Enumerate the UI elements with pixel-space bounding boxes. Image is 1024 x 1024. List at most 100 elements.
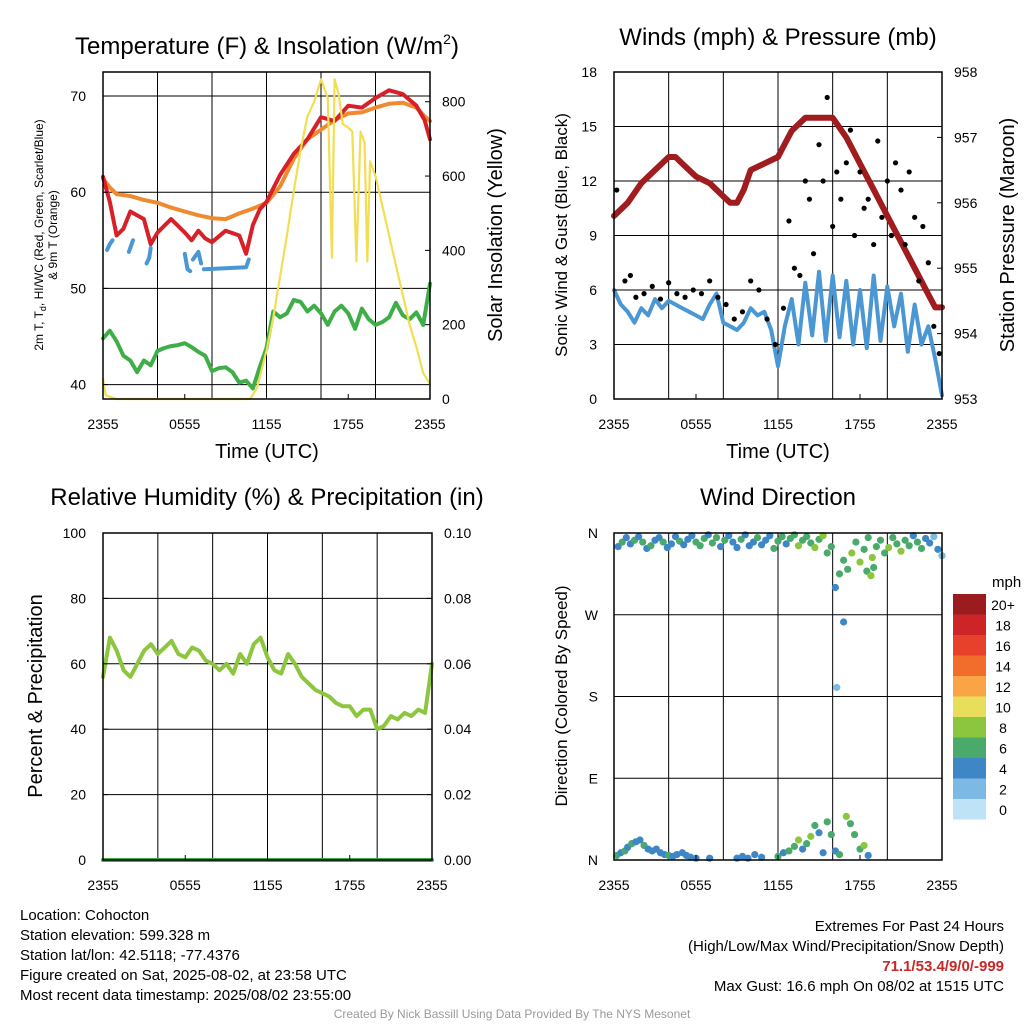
direction-point <box>686 853 695 861</box>
wind-direction-series <box>613 531 946 862</box>
gust-point <box>865 196 871 202</box>
x-tick-label: 2355 <box>416 877 447 893</box>
direction-point <box>917 544 926 553</box>
y-tick-label: 0 <box>78 852 86 868</box>
direction-point <box>770 544 778 553</box>
direction-point <box>876 536 885 544</box>
direction-point <box>852 538 860 546</box>
gust-point <box>847 127 854 133</box>
y-tick-label: 6 <box>589 282 597 298</box>
x-tick-label: 0555 <box>170 877 201 893</box>
direction-point <box>893 540 901 548</box>
y2-tick-label: 0.10 <box>444 525 471 541</box>
gust-point <box>806 196 813 202</box>
x-tick-label: 0555 <box>169 416 200 432</box>
direction-point <box>842 812 850 821</box>
direction-point <box>840 556 848 564</box>
temperature-axes: 2355 0555 1155 1755 2355 40 50 60 70 0 200 400 600 80… <box>70 88 465 432</box>
gust-point <box>871 241 877 248</box>
direction-point <box>688 532 696 540</box>
direction-point <box>823 818 831 826</box>
direction-point <box>738 852 747 860</box>
gust-point <box>764 316 770 322</box>
y-tick-label: W <box>585 607 599 623</box>
extremes-info: Extremes For Past 24 Hours (High/Low/Max… <box>688 917 1004 997</box>
direction-point <box>647 542 655 550</box>
direction-point <box>867 572 875 580</box>
direction-point <box>844 565 852 573</box>
gust-point <box>912 214 918 220</box>
x-tick-label: 1755 <box>844 877 875 893</box>
direction-point <box>926 539 934 547</box>
y-tick-label: N <box>588 525 598 541</box>
windchill-fragment <box>201 257 251 272</box>
direction-point <box>725 532 733 540</box>
colorbar-label: 4 <box>999 761 1007 777</box>
y2-tick-label: 958 <box>954 64 978 80</box>
wind-direction-ylabel: Direction (Colored By Speed) <box>552 585 571 806</box>
y-tick-label: N <box>588 852 598 868</box>
y-tick-label: 80 <box>70 590 86 606</box>
y2-tick-label: 0.08 <box>444 590 471 606</box>
gust-point <box>791 265 798 271</box>
gust-point <box>816 142 822 148</box>
colorbar-label: 18 <box>995 618 1011 634</box>
gust-point <box>682 294 688 300</box>
gust-point <box>715 294 721 300</box>
direction-point <box>785 847 793 855</box>
y-tick-label: 40 <box>70 377 86 393</box>
y-tick-label: 20 <box>70 787 86 803</box>
gust-point <box>649 283 655 289</box>
x-tick-label: 1755 <box>333 416 364 432</box>
direction-point <box>622 533 630 542</box>
gust-point <box>657 296 664 302</box>
station-location: Location: Cohocton <box>20 907 150 924</box>
direction-point <box>673 850 681 859</box>
station-elevation: Station elevation: 599.328 m <box>20 927 211 944</box>
colorbar-swatch <box>953 758 986 779</box>
colorbar-swatch <box>953 676 986 697</box>
direction-point <box>831 583 840 592</box>
direction-point <box>856 558 864 566</box>
direction-point <box>733 543 741 552</box>
x-tick-label: 2355 <box>414 416 445 432</box>
direction-point <box>659 538 667 546</box>
direction-point <box>815 829 823 837</box>
colorbar-swatch <box>953 778 986 799</box>
winds-ylabel: Sonic Wind & Gust (Blue, Black) <box>552 113 571 357</box>
gust-point <box>780 305 787 311</box>
humidity-title: Relative Humidity (%) & Precipitation (i… <box>50 484 483 511</box>
direction-point <box>803 533 811 541</box>
direction-point <box>803 840 811 848</box>
temperature-panel: Temperature (F) & Insolation (W/m2) 2355… <box>32 31 507 463</box>
humidity-panel: Relative Humidity (%) & Precipitation (i… <box>25 484 484 893</box>
direction-point <box>885 543 893 552</box>
direction-point <box>696 542 704 550</box>
x-tick-label: 2355 <box>598 416 629 432</box>
direction-point <box>913 538 922 546</box>
humidity-gridlines <box>103 533 432 860</box>
gust-point <box>902 241 908 248</box>
y-tick-label: 3 <box>589 337 597 353</box>
x-tick-label: 2355 <box>87 416 118 432</box>
direction-point <box>729 538 737 546</box>
colorbar-swatch <box>953 737 986 758</box>
gust-point <box>748 278 754 284</box>
colorbar-swatch <box>953 635 986 656</box>
direction-point <box>848 549 856 557</box>
direction-point <box>794 542 803 550</box>
y-tick-label: 12 <box>581 173 597 189</box>
figure-created: Figure created on Sat, 2025-08-02, at 23… <box>20 967 347 984</box>
wind-direction-title: Wind Direction <box>700 484 856 511</box>
direction-point <box>870 563 878 572</box>
temperature-ylabel-line1: 2m T, Td, HI/WC (Red, Green, Scarlet/Blu… <box>32 119 48 350</box>
gust-point <box>666 280 672 286</box>
gust-point <box>627 272 634 279</box>
direction-point <box>889 533 897 542</box>
temperature-xlabel: Time (UTC) <box>215 441 319 463</box>
gust-point <box>756 287 762 293</box>
direction-point <box>708 539 717 547</box>
windchill-fragment <box>126 238 135 254</box>
y2-tick-label: 957 <box>954 129 978 145</box>
